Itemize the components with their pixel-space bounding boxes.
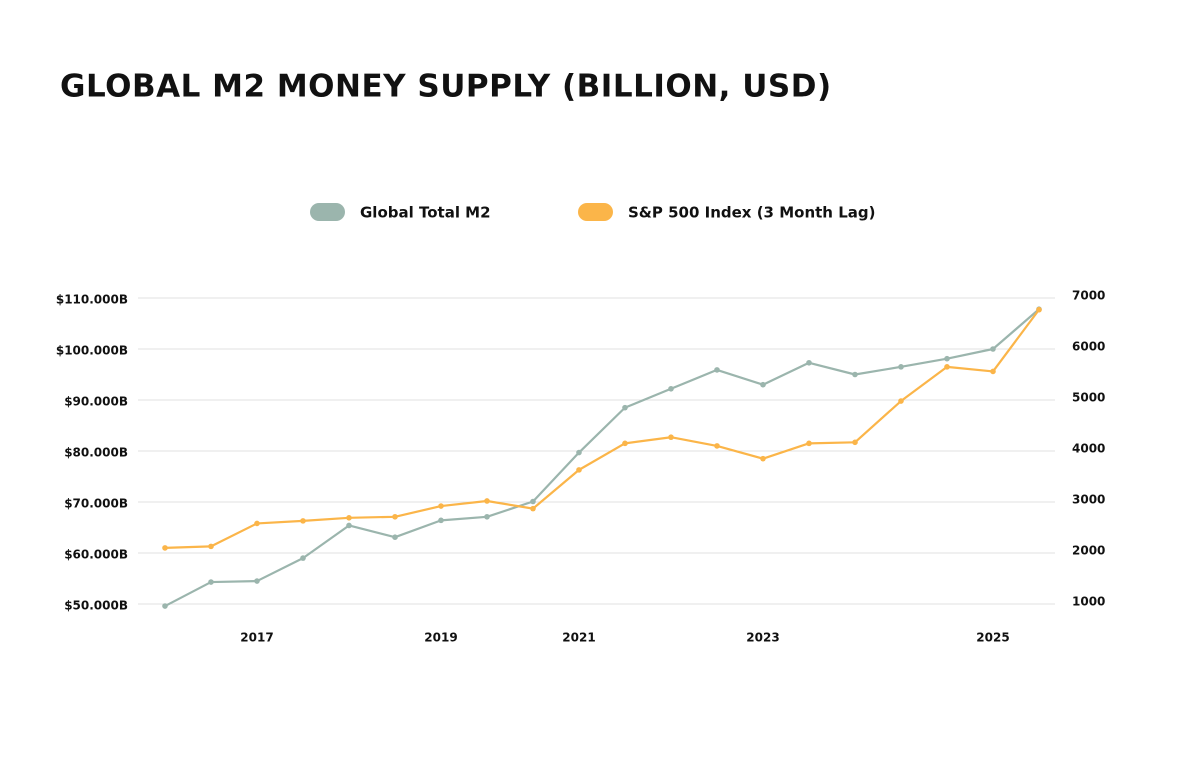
legend-label: S&P 500 Index (3 Month Lag): [628, 204, 875, 222]
x-tick-label: 2023: [746, 631, 779, 645]
data-point: [484, 513, 490, 520]
data-point: [622, 404, 628, 411]
data-point: [576, 467, 582, 473]
data-point: [346, 515, 352, 521]
y-tick-label: $110.000B: [56, 293, 128, 307]
data-point: [714, 443, 720, 449]
data-point: [852, 371, 858, 378]
data-point: [990, 368, 996, 375]
data-point: [944, 355, 950, 362]
y2-tick-label: 7000: [1072, 289, 1105, 303]
data-point: [254, 520, 260, 527]
y-tick-label: $90.000B: [64, 395, 128, 409]
x-tick-label: 2025: [976, 631, 1009, 645]
y-tick-label: $100.000B: [56, 344, 128, 358]
data-point: [806, 440, 812, 447]
data-point: [530, 505, 536, 512]
data-point: [300, 555, 306, 561]
data-point: [530, 498, 536, 505]
data-point: [898, 364, 904, 370]
legend-label: Global Total M2: [360, 204, 491, 222]
y-tick-label: $70.000B: [64, 497, 128, 511]
y-tick-label: $60.000B: [64, 548, 128, 562]
data-point: [806, 359, 812, 366]
series-line: [164, 309, 1040, 549]
data-point: [622, 440, 628, 447]
data-point: [990, 346, 996, 352]
data-point: [1036, 306, 1042, 313]
data-point: [852, 439, 858, 446]
y2-tick-label: 6000: [1072, 340, 1105, 354]
y2-tick-label: 3000: [1072, 493, 1105, 507]
data-point: [162, 603, 168, 609]
data-point: [300, 518, 306, 524]
y-tick-label: $80.000B: [64, 446, 128, 460]
x-tick-label: 2017: [240, 631, 273, 645]
data-point: [208, 579, 214, 585]
legend-swatch: [578, 203, 613, 221]
y2-tick-label: 4000: [1072, 442, 1105, 456]
data-point: [760, 381, 766, 388]
data-point: [898, 398, 904, 404]
data-point: [392, 513, 398, 520]
data-point: [392, 534, 398, 540]
y-tick-label: $50.000B: [64, 599, 128, 613]
data-point: [162, 545, 168, 551]
data-point: [438, 517, 444, 524]
data-point: [254, 578, 260, 584]
data-point: [346, 522, 352, 529]
chart-title: GLOBAL M2 MONEY SUPPLY (BILLION, USD): [60, 69, 832, 105]
x-tick-label: 2019: [424, 631, 457, 645]
data-point: [668, 385, 674, 392]
y2-tick-label: 5000: [1072, 391, 1105, 405]
data-point: [484, 498, 490, 504]
y2-tick-label: 2000: [1072, 544, 1105, 558]
data-point: [438, 503, 444, 509]
data-point: [576, 449, 582, 456]
series-line: [164, 308, 1040, 608]
data-point: [760, 455, 766, 462]
data-point: [208, 543, 214, 550]
data-point: [944, 364, 950, 370]
data-point: [714, 367, 720, 373]
legend-swatch: [310, 203, 345, 221]
y2-tick-label: 1000: [1072, 595, 1105, 609]
x-tick-label: 2021: [562, 631, 595, 645]
data-point: [668, 434, 674, 441]
